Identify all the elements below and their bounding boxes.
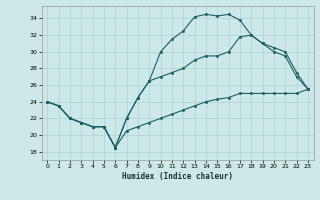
X-axis label: Humidex (Indice chaleur): Humidex (Indice chaleur) [122, 172, 233, 181]
